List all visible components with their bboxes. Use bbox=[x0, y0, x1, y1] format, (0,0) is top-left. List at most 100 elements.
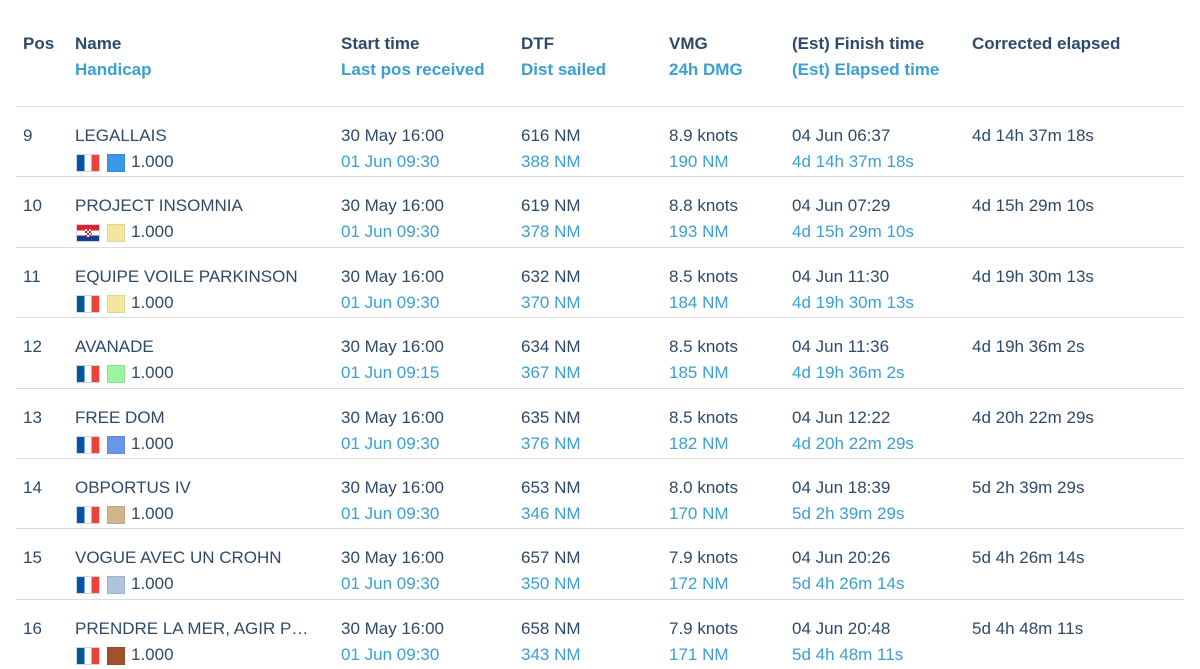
start-time: 30 May 16:00 bbox=[341, 618, 445, 638]
position-number: 12 bbox=[23, 337, 42, 357]
boat-color-swatch bbox=[107, 576, 125, 595]
position-number: 14 bbox=[23, 478, 42, 497]
start-time: 30 May 16:00 bbox=[341, 266, 445, 286]
boat-color-swatch bbox=[107, 224, 125, 243]
elapsed-time: 4d 20h 22m 29s bbox=[792, 433, 914, 453]
table-row-11[interactable]: 11 EQUIPE VOILE PARKINSON 1.000 30 May 1… bbox=[0, 246, 1200, 317]
elapsed-time: 5d 4h 26m 14s bbox=[792, 574, 905, 594]
dist-sailed-value: 378 NM bbox=[521, 222, 581, 242]
dtf-value: 657 NM bbox=[521, 548, 581, 568]
dist-sailed-value: 350 NM bbox=[521, 574, 581, 594]
boat-color-swatch bbox=[107, 154, 125, 172]
france-flag-icon bbox=[76, 365, 100, 384]
handicap-value: 1.000 bbox=[131, 433, 174, 453]
france-flag-icon bbox=[76, 576, 100, 595]
header-start-time[interactable]: Start time bbox=[341, 34, 420, 53]
france-flag-icon bbox=[76, 154, 100, 172]
finish-time: 04 Jun 20:26 bbox=[792, 548, 891, 568]
table-row-12[interactable]: 12 AVANADE 1.000 30 May 16:00 01 Jun 09:… bbox=[0, 317, 1200, 387]
header-24h-dmg[interactable]: 24h DMG bbox=[669, 60, 743, 79]
boat-name[interactable]: VOGUE AVEC UN CROHN bbox=[75, 548, 282, 568]
handicap-value: 1.000 bbox=[131, 574, 174, 594]
dmg-value: 190 NM bbox=[669, 152, 729, 171]
france-flag-icon bbox=[76, 435, 100, 454]
header-name[interactable]: Name bbox=[75, 34, 122, 53]
position-number: 13 bbox=[23, 407, 42, 427]
dmg-value: 182 NM bbox=[669, 433, 729, 453]
croatia-shield-icon bbox=[85, 229, 92, 238]
last-pos-received: 01 Jun 09:30 bbox=[341, 644, 440, 664]
france-flag-icon bbox=[76, 506, 100, 524]
handicap-value: 1.000 bbox=[131, 292, 174, 312]
table-row-9[interactable]: 9 LEGALLAIS 1.000 30 May 16:00 01 Jun 09… bbox=[0, 106, 1200, 176]
boat-name[interactable]: OBPORTUS IV bbox=[75, 478, 191, 497]
corrected-elapsed: 4d 19h 36m 2s bbox=[972, 337, 1085, 357]
row-divider bbox=[16, 458, 1184, 459]
finish-time: 04 Jun 11:30 bbox=[792, 266, 890, 286]
boat-name[interactable]: PROJECT INSOMNIA bbox=[75, 196, 243, 216]
dtf-value: 658 NM bbox=[521, 618, 581, 638]
vmg-value: 8.5 knots bbox=[669, 407, 738, 427]
start-time: 30 May 16:00 bbox=[341, 407, 445, 427]
handicap-value: 1.000 bbox=[131, 363, 174, 383]
boat-color-swatch bbox=[107, 435, 125, 454]
vmg-value: 8.8 knots bbox=[669, 196, 738, 216]
corrected-elapsed: 5d 2h 39m 29s bbox=[972, 478, 1085, 497]
boat-name[interactable]: EQUIPE VOILE PARKINSON bbox=[75, 266, 298, 286]
boat-name[interactable]: AVANADE bbox=[75, 337, 154, 357]
boat-name[interactable]: LEGALLAIS bbox=[75, 126, 167, 145]
header-pos[interactable]: Pos bbox=[23, 34, 55, 53]
vmg-value: 8.0 knots bbox=[669, 478, 738, 497]
finish-time: 04 Jun 18:39 bbox=[792, 478, 891, 497]
header-vmg[interactable]: VMG bbox=[669, 34, 708, 53]
finish-time: 04 Jun 06:37 bbox=[792, 126, 891, 145]
table-row-10[interactable]: 10 PROJECT INSOMNIA 1.000 30 May 16:00 0… bbox=[0, 176, 1200, 246]
corrected-elapsed: 4d 14h 37m 18s bbox=[972, 126, 1094, 145]
dtf-value: 616 NM bbox=[521, 126, 581, 145]
finish-time: 04 Jun 07:29 bbox=[792, 196, 891, 216]
header-last-pos-received[interactable]: Last pos received bbox=[341, 60, 485, 79]
dmg-value: 184 NM bbox=[669, 292, 729, 312]
vmg-value: 7.9 knots bbox=[669, 548, 738, 568]
header-dtf[interactable]: DTF bbox=[521, 34, 555, 53]
position-number: 10 bbox=[23, 196, 42, 216]
corrected-elapsed: 4d 15h 29m 10s bbox=[972, 196, 1094, 216]
table-header: Pos Name Handicap Start time Last pos re… bbox=[0, 0, 1200, 106]
elapsed-time: 4d 19h 36m 2s bbox=[792, 363, 905, 383]
row-divider bbox=[16, 176, 1184, 178]
dtf-value: 635 NM bbox=[521, 407, 581, 427]
row-divider bbox=[16, 387, 1184, 389]
boat-name[interactable]: FREE DOM bbox=[75, 407, 165, 427]
handicap-value: 1.000 bbox=[131, 504, 174, 523]
header-finish-time[interactable]: (Est) Finish time bbox=[792, 34, 925, 53]
dmg-value: 193 NM bbox=[669, 222, 729, 242]
start-time: 30 May 16:00 bbox=[341, 548, 445, 568]
header-corrected-elapsed[interactable]: Corrected elapsed bbox=[972, 34, 1121, 53]
header-handicap[interactable]: Handicap bbox=[75, 60, 152, 79]
finish-time: 04 Jun 12:22 bbox=[792, 407, 891, 427]
last-pos-received: 01 Jun 09:15 bbox=[341, 363, 440, 383]
elapsed-time: 4d 14h 37m 18s bbox=[792, 152, 914, 171]
dmg-value: 172 NM bbox=[669, 574, 729, 594]
table-row-13[interactable]: 13 FREE DOM 1.000 30 May 16:00 01 Jun 09… bbox=[0, 387, 1200, 458]
finish-time: 04 Jun 11:36 bbox=[792, 337, 890, 357]
table-row-16[interactable]: 16 PRENDRE LA MER, AGIR P… 1.000 30 May … bbox=[0, 598, 1200, 669]
handicap-value: 1.000 bbox=[131, 644, 174, 664]
header-dist-sailed[interactable]: Dist sailed bbox=[521, 60, 607, 79]
position-number: 16 bbox=[23, 618, 42, 638]
table-row-14[interactable]: 14 OBPORTUS IV 1.000 30 May 16:00 01 Jun… bbox=[0, 458, 1200, 528]
france-flag-icon bbox=[76, 646, 100, 665]
croatia-flag-icon bbox=[76, 224, 100, 243]
dist-sailed-value: 370 NM bbox=[521, 292, 581, 312]
row-divider bbox=[16, 106, 1184, 107]
dtf-value: 632 NM bbox=[521, 266, 581, 286]
row-divider bbox=[16, 528, 1184, 530]
last-pos-received: 01 Jun 09:30 bbox=[341, 292, 440, 312]
boat-name[interactable]: PRENDRE LA MER, AGIR P… bbox=[75, 618, 309, 638]
row-divider bbox=[16, 317, 1184, 319]
elapsed-time: 4d 19h 30m 13s bbox=[792, 292, 914, 312]
vmg-value: 8.9 knots bbox=[669, 126, 738, 145]
header-elapsed-time[interactable]: (Est) Elapsed time bbox=[792, 60, 940, 79]
table-row-15[interactable]: 15 VOGUE AVEC UN CROHN 1.000 30 May 16:0… bbox=[0, 528, 1200, 598]
